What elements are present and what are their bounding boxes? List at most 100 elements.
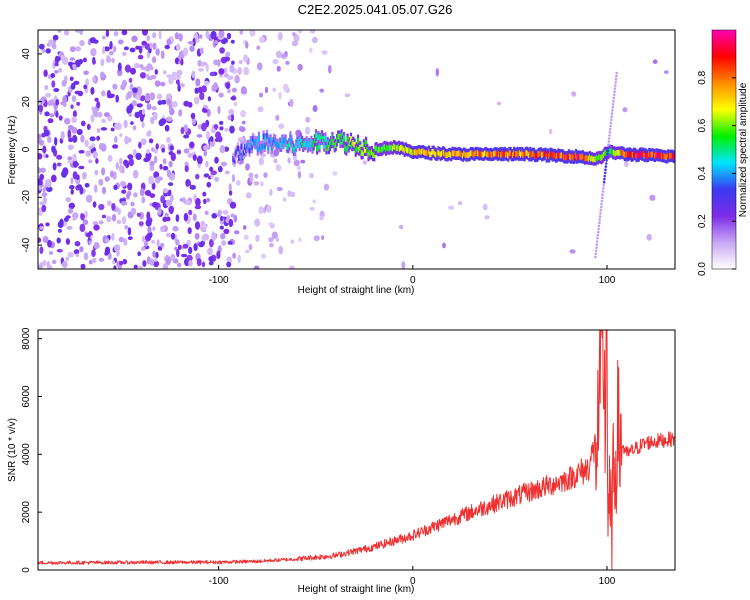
noise-cell: [223, 228, 230, 235]
ridge-cell: [316, 145, 319, 152]
noise-cell: [312, 105, 318, 112]
noise-cell: [189, 141, 195, 149]
noise-cell: [121, 216, 127, 225]
noise-cell: [98, 220, 104, 225]
noise-cell: [54, 55, 60, 64]
ridge-cell: [546, 151, 549, 158]
streak-cell: [612, 93, 616, 97]
noise-cell: [79, 40, 85, 47]
noise-cell: [70, 104, 74, 109]
ridge-cell: [469, 150, 473, 157]
noise-cell: [225, 51, 231, 58]
ridge-cell: [416, 150, 419, 156]
ridge-cell: [455, 150, 459, 157]
noise-cell: [60, 131, 65, 140]
noise-cell: [203, 173, 210, 178]
noise-cell: [170, 253, 176, 262]
noise-cell: [211, 232, 217, 241]
noise-cell: [85, 150, 92, 157]
ridge-cell: [615, 150, 618, 156]
colorbar-tick-label: 0.0: [697, 262, 708, 276]
ridge-cell: [661, 153, 664, 159]
noise-cell: [68, 145, 75, 150]
streak-cell: [612, 99, 615, 103]
noise-cell: [61, 260, 68, 269]
ridge-cell: [567, 152, 570, 159]
noise-cell: [230, 96, 237, 101]
noise-cell: [153, 148, 159, 154]
noise-cell: [105, 238, 110, 243]
noise-cell: [305, 116, 311, 123]
ridge-cell: [383, 144, 386, 150]
noise-cell: [72, 134, 78, 143]
noise-cell: [146, 103, 152, 111]
noise-cell: [210, 136, 214, 142]
ridge-cell: [349, 136, 353, 142]
ridge-cell: [276, 142, 279, 148]
noise-cell: [84, 210, 88, 219]
streak-cell: [594, 249, 598, 253]
noise-cell: [166, 74, 173, 78]
noise-cell: [123, 46, 129, 51]
ridge-cell: [457, 151, 460, 157]
noise-cell: [195, 38, 200, 43]
noise-cell: [118, 164, 123, 173]
noise-cell: [180, 127, 185, 135]
noise-cell: [128, 77, 133, 83]
ridge-cell: [372, 152, 375, 158]
streak-cell: [601, 190, 605, 193]
noise-cell: [106, 55, 111, 63]
noise-cell: [282, 197, 287, 202]
noise-cell: [145, 92, 151, 100]
noise-cell: [496, 101, 502, 106]
noise-cell: [136, 212, 141, 217]
ridge-cell: [426, 150, 429, 157]
ridge-cell: [271, 140, 274, 146]
ridge-cell: [506, 151, 509, 158]
noise-cell: [319, 88, 325, 93]
noise-cell: [132, 125, 137, 131]
streak-cell: [598, 218, 601, 221]
ridge-cell: [240, 143, 243, 150]
noise-cell: [209, 166, 214, 172]
noise-cell: [151, 56, 157, 64]
noise-cell: [219, 120, 224, 125]
ridge-cell: [440, 150, 443, 157]
noise-cell: [120, 201, 128, 206]
ridge-cell: [299, 136, 302, 143]
colorbar-tick-label: 0.4: [697, 166, 708, 180]
noise-cell: [67, 160, 73, 164]
noise-cell: [204, 210, 209, 215]
noise-cell: [128, 103, 134, 111]
noise-cell: [162, 165, 169, 171]
noise-cell: [287, 157, 291, 164]
noise-cell: [42, 260, 47, 267]
streak-cell: [600, 199, 604, 203]
noise-cell: [160, 50, 165, 59]
noise-cell: [280, 53, 287, 59]
noise-cell: [117, 207, 121, 215]
noise-cell: [89, 37, 97, 44]
ridge-cell: [302, 143, 305, 149]
noise-cell: [269, 188, 273, 196]
ridge-cell: [628, 150, 631, 157]
noise-cell: [224, 127, 229, 132]
noise-cell: [278, 123, 285, 129]
noise-cell: [198, 68, 204, 72]
streak-cell: [599, 212, 602, 215]
noise-cell: [105, 30, 110, 37]
noise-cell: [95, 158, 99, 164]
noise-cell: [309, 47, 313, 53]
noise-cell: [183, 124, 188, 133]
noise-cell: [646, 233, 652, 241]
ridge-cell: [612, 150, 615, 156]
noise-cell: [217, 165, 223, 173]
ridge-cell: [278, 140, 281, 147]
ridge-cell: [303, 141, 306, 147]
noise-cell: [39, 201, 45, 206]
ridge-cell: [459, 151, 462, 157]
noise-cell: [231, 87, 237, 93]
noise-cell: [233, 214, 238, 223]
noise-cell: [175, 79, 180, 85]
ridge-cell: [246, 143, 249, 150]
